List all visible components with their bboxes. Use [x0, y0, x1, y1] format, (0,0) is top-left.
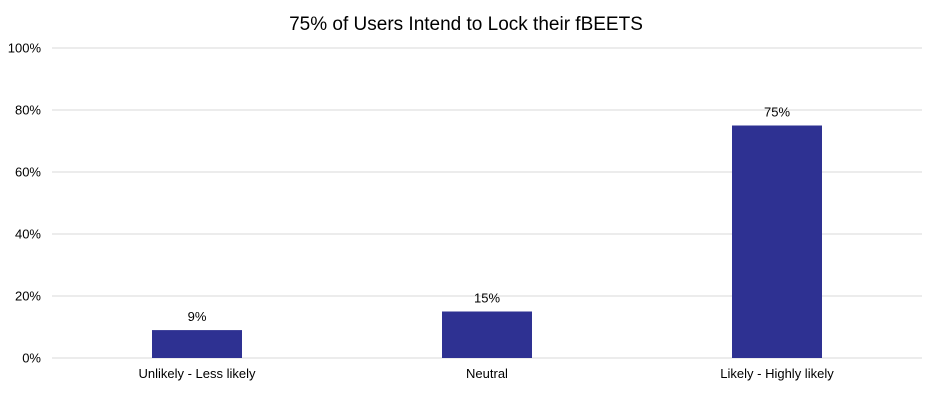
bar — [442, 311, 532, 358]
y-tick-label: 100% — [8, 41, 42, 56]
data-label: 9% — [188, 309, 207, 324]
y-tick-label: 80% — [15, 103, 41, 118]
y-tick-label: 0% — [22, 351, 41, 366]
chart-title: 75% of Users Intend to Lock their fBEETS — [289, 14, 643, 35]
data-label: 15% — [474, 291, 500, 306]
y-axis-ticks: 0% 20% 40% 60% 80% 100% — [8, 41, 42, 366]
y-tick-label: 40% — [15, 227, 41, 242]
bars — [152, 125, 822, 358]
bar — [152, 330, 242, 358]
y-tick-label: 60% — [15, 165, 41, 180]
data-label: 75% — [764, 105, 790, 120]
bar — [732, 125, 822, 358]
y-tick-label: 20% — [15, 289, 41, 304]
data-labels: 9% 15% 75% — [188, 105, 791, 325]
x-tick-label: Unlikely - Less likely — [138, 366, 256, 381]
x-tick-label: Likely - Highly likely — [720, 366, 834, 381]
x-axis-ticks: Unlikely - Less likely Neutral Likely - Hi… — [138, 366, 834, 381]
x-tick-label: Neutral — [466, 366, 508, 381]
